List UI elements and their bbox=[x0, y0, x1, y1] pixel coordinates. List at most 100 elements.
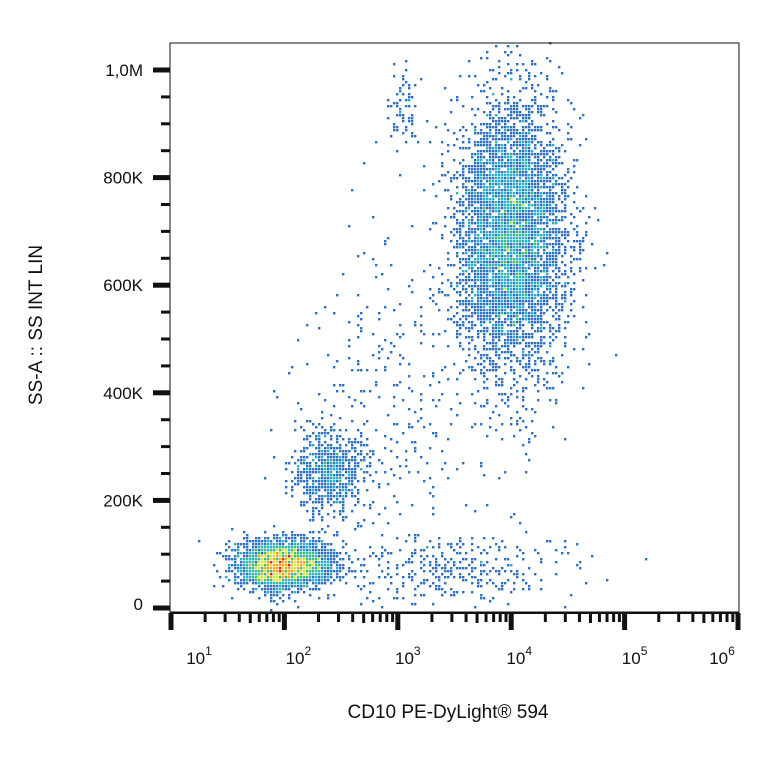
density-cell bbox=[513, 291, 516, 294]
density-cell bbox=[372, 450, 375, 453]
density-cell bbox=[561, 273, 564, 276]
density-cell bbox=[513, 216, 516, 219]
density-cell bbox=[252, 558, 255, 561]
density-cell bbox=[465, 252, 468, 255]
density-cell bbox=[369, 462, 372, 465]
density-cell bbox=[525, 105, 528, 108]
density-cell bbox=[537, 252, 540, 255]
density-cell bbox=[318, 453, 321, 456]
density-cell bbox=[522, 291, 525, 294]
density-cell bbox=[294, 477, 297, 480]
density-cell bbox=[561, 354, 564, 357]
density-cell bbox=[261, 573, 264, 576]
density-cell bbox=[321, 567, 324, 570]
density-cell bbox=[474, 132, 477, 135]
density-cell bbox=[483, 405, 486, 408]
density-cell bbox=[219, 552, 222, 555]
density-cell bbox=[456, 591, 459, 594]
density-cell bbox=[321, 432, 324, 435]
density-cell bbox=[396, 93, 399, 96]
density-cell bbox=[318, 327, 321, 330]
density-cell bbox=[528, 459, 531, 462]
density-cell bbox=[360, 441, 363, 444]
density-cell bbox=[414, 603, 417, 606]
density-cell bbox=[309, 567, 312, 570]
density-cell bbox=[414, 324, 417, 327]
density-cell bbox=[348, 471, 351, 474]
density-cell bbox=[507, 291, 510, 294]
density-cell bbox=[516, 411, 519, 414]
density-cell bbox=[309, 552, 312, 555]
density-cell bbox=[393, 126, 396, 129]
density-cell bbox=[549, 345, 552, 348]
density-cell bbox=[516, 246, 519, 249]
density-cell bbox=[354, 576, 357, 579]
density-cell bbox=[510, 564, 513, 567]
density-cell bbox=[528, 243, 531, 246]
density-cell bbox=[474, 369, 477, 372]
density-cell bbox=[447, 129, 450, 132]
density-cell bbox=[396, 126, 399, 129]
density-cell bbox=[525, 318, 528, 321]
density-cell bbox=[489, 357, 492, 360]
density-cell bbox=[519, 234, 522, 237]
density-cell bbox=[546, 153, 549, 156]
density-cell bbox=[471, 231, 474, 234]
density-cell bbox=[594, 267, 597, 270]
density-cell bbox=[525, 273, 528, 276]
density-cell bbox=[318, 513, 321, 516]
density-cell bbox=[525, 369, 528, 372]
density-cell bbox=[483, 234, 486, 237]
density-cell bbox=[525, 192, 528, 195]
density-cell bbox=[369, 507, 372, 510]
density-cell bbox=[573, 240, 576, 243]
density-cell bbox=[516, 396, 519, 399]
density-cell bbox=[339, 468, 342, 471]
density-cell bbox=[543, 270, 546, 273]
density-cell bbox=[558, 309, 561, 312]
density-cell bbox=[540, 165, 543, 168]
density-cell bbox=[492, 126, 495, 129]
density-cell bbox=[555, 126, 558, 129]
density-cell bbox=[234, 561, 237, 564]
density-cell bbox=[318, 468, 321, 471]
density-cell bbox=[486, 198, 489, 201]
density-cell bbox=[447, 258, 450, 261]
density-cell bbox=[459, 225, 462, 228]
density-cell bbox=[453, 315, 456, 318]
density-cell bbox=[456, 282, 459, 285]
density-cell bbox=[453, 561, 456, 564]
density-cell bbox=[360, 525, 363, 528]
density-cell bbox=[288, 561, 291, 564]
density-cell bbox=[537, 183, 540, 186]
density-cell bbox=[504, 204, 507, 207]
density-cell bbox=[432, 183, 435, 186]
plot-frame bbox=[169, 42, 740, 613]
density-cell bbox=[303, 573, 306, 576]
density-cell bbox=[483, 315, 486, 318]
density-cell bbox=[522, 207, 525, 210]
density-cell bbox=[405, 540, 408, 543]
density-cell bbox=[255, 546, 258, 549]
density-cell bbox=[498, 294, 501, 297]
density-cell bbox=[258, 567, 261, 570]
density-cell bbox=[306, 447, 309, 450]
density-cell bbox=[537, 294, 540, 297]
density-cell bbox=[555, 111, 558, 114]
density-cell bbox=[522, 258, 525, 261]
density-cell bbox=[276, 588, 279, 591]
density-cell bbox=[486, 267, 489, 270]
density-cell bbox=[471, 549, 474, 552]
density-cell bbox=[516, 63, 519, 66]
density-cell bbox=[246, 552, 249, 555]
density-cell bbox=[228, 546, 231, 549]
density-cell bbox=[345, 453, 348, 456]
density-cell bbox=[567, 171, 570, 174]
density-cell bbox=[489, 255, 492, 258]
density-cell bbox=[225, 543, 228, 546]
density-cell bbox=[243, 573, 246, 576]
density-cell bbox=[477, 237, 480, 240]
density-cell bbox=[510, 315, 513, 318]
density-cell bbox=[303, 567, 306, 570]
density-cell bbox=[501, 177, 504, 180]
